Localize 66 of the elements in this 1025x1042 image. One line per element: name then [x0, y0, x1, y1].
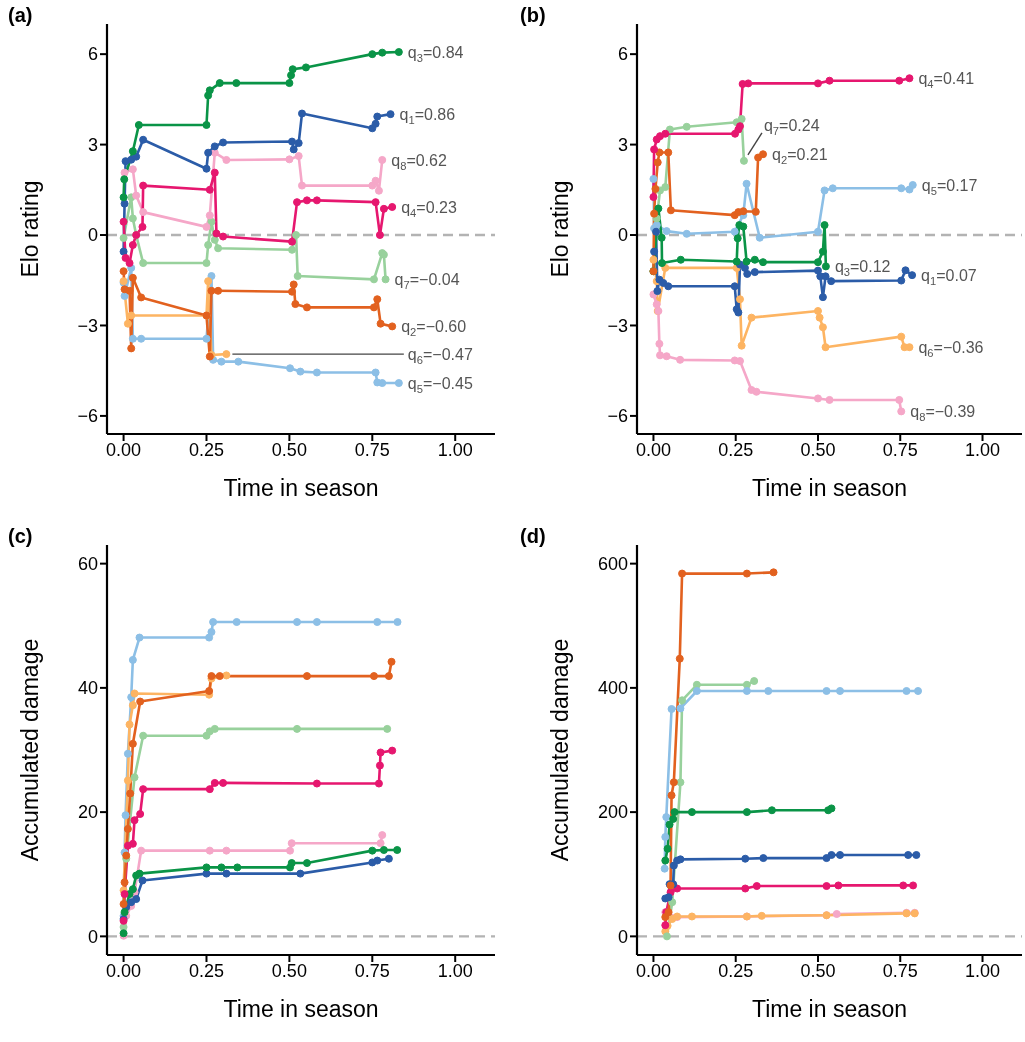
x-tick-label: 1.00: [964, 439, 1001, 460]
x-tick-label: 0.75: [882, 439, 918, 460]
x-tick-label: 0.00: [635, 960, 671, 981]
x-axis-title: Time in season: [751, 475, 908, 501]
x-tick-label: 0.25: [718, 960, 754, 981]
x-tick-label: 0.75: [354, 439, 390, 460]
series-label: q$_{3}$=0.12: [834, 257, 891, 279]
x-axis-title: Time in season: [223, 475, 379, 501]
y-tick-label: 6: [87, 44, 98, 65]
series-label: q$_{8}$=−0.39: [910, 402, 976, 424]
x-tick-label: 1.00: [437, 439, 473, 460]
series-label: q$_{2}$=0.21: [772, 145, 828, 167]
y-tick-label: 60: [77, 553, 98, 574]
x-tick-label: 1.00: [437, 960, 473, 981]
y-axis-title: Elo rating: [547, 180, 574, 278]
y-tick-label: 0: [87, 225, 98, 246]
x-tick-label: 0.00: [106, 439, 142, 460]
x-tick-label: 0.25: [188, 960, 225, 981]
y-axis-title: Accumulated damage: [547, 638, 574, 862]
x-tick-label: 0.25: [718, 439, 754, 460]
x-tick-label: 0.75: [354, 960, 390, 981]
y-tick-label: −3: [607, 315, 628, 336]
series-label: q$_{1}$=0.07: [921, 266, 977, 288]
y-tick-label: 0: [617, 225, 628, 246]
y-tick-label: 3: [87, 134, 98, 155]
series-label: q$_{7}$=0.24: [763, 116, 820, 137]
series-label: q$_{5}$=0.17: [921, 176, 978, 197]
text: q$_{6}$=−0.47: [407, 345, 473, 367]
x-axis-title: Time in season: [751, 996, 908, 1022]
y-tick-label: −6: [77, 406, 98, 427]
series-label: q$_{1}$=0.86: [399, 105, 456, 127]
y-tick-label: 400: [597, 678, 628, 699]
x-tick-label: 0.50: [271, 960, 307, 981]
y-tick-label: 0: [87, 926, 98, 947]
y-tick-label: 200: [597, 802, 628, 823]
series-label: q$_{5}$=−0.45: [407, 374, 473, 396]
chart-title: (d): [520, 525, 546, 548]
y-tick-label: −3: [77, 315, 98, 336]
x-tick-label: 1.00: [964, 960, 1001, 981]
series-label: q$_{6}$=−0.36: [918, 338, 984, 360]
series-label: q$_{3}$=0.84: [407, 43, 464, 65]
x-tick-label: 0.00: [106, 960, 142, 981]
series-label: q$_{4}$=0.23: [401, 198, 457, 219]
x-tick-label: 0.50: [271, 439, 307, 460]
x-tick-label: 0.50: [800, 439, 836, 460]
y-axis-title: Elo rating: [17, 180, 44, 278]
series-label: q$_{7}$=−0.04: [394, 270, 460, 292]
x-tick-label: 0.00: [635, 439, 671, 460]
chart-title: (c): [8, 525, 33, 548]
series-label: q$_{8}$=0.62: [391, 151, 447, 172]
y-tick-label: −6: [607, 406, 628, 427]
y-tick-label: 0: [617, 926, 628, 947]
x-axis-title: Time in season: [223, 996, 379, 1022]
y-tick-label: 40: [77, 678, 98, 699]
y-tick-label: 600: [597, 553, 628, 574]
y-tick-label: 20: [77, 802, 98, 823]
x-tick-label: 0.50: [800, 960, 836, 981]
y-tick-label: 6: [617, 44, 628, 65]
chart-title: (a): [8, 4, 33, 27]
chart-title: (b): [520, 4, 546, 27]
series-label: q$_{4}$=0.41: [918, 69, 975, 91]
series-label: q$_{2}$=−0.60: [401, 317, 467, 339]
y-tick-label: 3: [617, 134, 628, 155]
x-tick-label: 0.75: [882, 960, 918, 981]
y-axis-title: Accumulated damage: [17, 638, 44, 862]
x-tick-label: 0.25: [188, 439, 225, 460]
